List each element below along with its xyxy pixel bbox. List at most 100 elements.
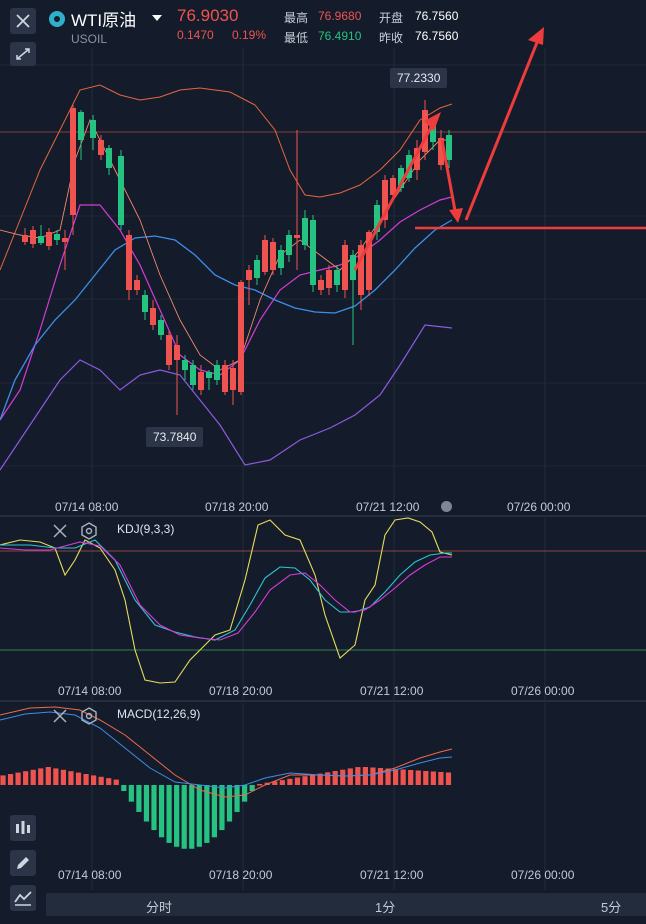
candle xyxy=(70,108,76,215)
candle xyxy=(438,138,444,165)
macd-histogram-bar xyxy=(377,768,384,785)
max-price-label: 77.2330 xyxy=(390,68,448,88)
macd-histogram-bar xyxy=(60,769,66,785)
macd-histogram-bar xyxy=(249,785,255,791)
candle xyxy=(158,320,164,335)
candle xyxy=(142,295,148,312)
candle xyxy=(382,180,388,220)
main-x-tick: 07/14 08:00 xyxy=(55,500,119,514)
candle xyxy=(414,148,420,170)
candle xyxy=(294,235,300,238)
kdj-x-tick: 07/18 20:00 xyxy=(209,684,273,698)
symbol-logo-icon xyxy=(49,11,65,27)
close-icon xyxy=(53,524,67,538)
ma-blue-line xyxy=(0,219,453,421)
macd-histogram-bar xyxy=(113,779,119,785)
candle xyxy=(106,148,112,168)
quote-header: WTI原油 USOIL 76.9030 0.1470 0.19% 最高 76.9… xyxy=(0,0,646,48)
candle xyxy=(118,156,124,225)
macd-settings-button[interactable] xyxy=(80,707,98,730)
macd-histogram-bar xyxy=(174,785,180,847)
close-button[interactable] xyxy=(10,8,36,34)
kdj-title: KDJ(9,3,3) xyxy=(117,522,175,536)
arrow-head xyxy=(449,208,463,223)
symbol-title[interactable]: WTI原油 xyxy=(71,11,137,30)
candle xyxy=(366,232,372,290)
macd-x-tick: 07/26 00:00 xyxy=(511,868,575,882)
macd-histogram-bar xyxy=(15,772,21,785)
latest-point-handle[interactable] xyxy=(441,501,452,512)
macd-histogram-bar xyxy=(128,785,134,802)
price-change-percent: 0.19% xyxy=(232,28,267,42)
candle xyxy=(334,270,340,285)
tab-time-sharing[interactable]: 分时 xyxy=(146,900,173,915)
macd-histogram-bar xyxy=(196,785,202,847)
indicator-button[interactable] xyxy=(10,885,36,911)
macd-histogram-bar xyxy=(332,771,338,785)
macd-histogram-bar xyxy=(158,785,165,838)
candle xyxy=(38,236,44,243)
indicator-icon xyxy=(14,891,32,906)
drawn-arrow-annotation xyxy=(353,27,646,271)
candle-style-button[interactable] xyxy=(10,815,36,841)
high-label: 最高 xyxy=(284,11,309,25)
candle xyxy=(90,120,96,138)
macd-histogram-bar xyxy=(393,769,399,785)
macd-title: MACD(12,26,9) xyxy=(117,707,201,721)
candle xyxy=(254,260,260,278)
candle xyxy=(310,220,316,285)
macd-histogram-bar xyxy=(438,772,444,785)
candle xyxy=(326,270,332,288)
candle xyxy=(390,178,396,195)
macd-histogram-bar xyxy=(7,774,14,785)
min-price-label: 73.7840 xyxy=(146,427,204,447)
macd-histogram-bar xyxy=(294,777,301,785)
candle xyxy=(422,110,428,152)
arrow-head xyxy=(528,27,544,45)
macd-histogram-bar xyxy=(53,768,59,785)
candlestick-icon xyxy=(16,821,30,834)
kdj-x-tick: 07/21 12:00 xyxy=(360,684,424,698)
tab-5min[interactable]: 5分 xyxy=(601,900,622,915)
kdj-settings-button[interactable] xyxy=(80,522,98,545)
gear-icon xyxy=(81,707,97,725)
macd-histogram-bar xyxy=(317,773,323,785)
candle xyxy=(206,372,212,378)
open-value: 76.7560 xyxy=(415,9,459,23)
kdj-j-line xyxy=(0,541,452,641)
kdj-close-button[interactable] xyxy=(52,523,68,544)
candle xyxy=(446,135,452,160)
candle xyxy=(22,235,28,242)
macd-histogram-bar xyxy=(272,781,278,785)
candle xyxy=(190,365,196,385)
macd-histogram-bar xyxy=(23,771,29,785)
macd-histogram-bar xyxy=(136,785,142,812)
pencil-icon xyxy=(17,857,29,869)
candle xyxy=(54,234,60,240)
macd-x-tick: 07/21 12:00 xyxy=(360,868,424,882)
macd-histogram-bar xyxy=(143,785,150,822)
candle xyxy=(166,335,172,365)
macd-histogram-bar xyxy=(189,785,195,849)
tab-1min[interactable]: 1分 xyxy=(375,900,396,915)
macd-dif-line xyxy=(0,711,453,789)
collapse-icon xyxy=(16,48,30,60)
macd-histogram-bar xyxy=(181,785,187,849)
macd-close-button[interactable] xyxy=(52,708,68,729)
macd-histogram-bar xyxy=(279,780,285,785)
chevron-down-icon[interactable] xyxy=(152,15,162,21)
macd-histogram-bar xyxy=(211,785,217,838)
bollinger-lower-line xyxy=(0,324,453,471)
macd-histogram-bar xyxy=(45,767,51,785)
candle xyxy=(342,245,348,290)
candle xyxy=(262,240,268,272)
macd-histogram-bar xyxy=(234,785,240,812)
high-value: 76.9680 xyxy=(318,9,362,23)
draw-tool-button[interactable] xyxy=(10,850,36,876)
collapse-button[interactable] xyxy=(10,42,36,66)
candle xyxy=(174,345,180,360)
candle xyxy=(46,232,52,246)
ma-fast-line xyxy=(0,118,452,371)
macd-x-tick: 07/14 08:00 xyxy=(58,868,122,882)
